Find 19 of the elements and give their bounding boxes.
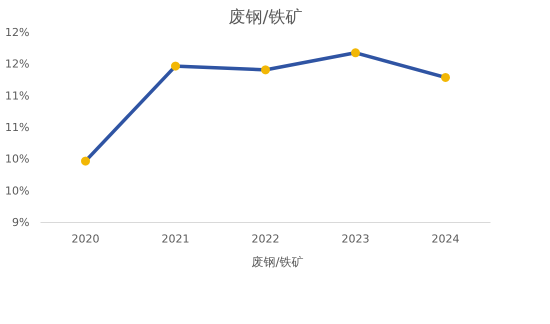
chart-title: 废钢/铁矿 <box>228 8 302 28</box>
y-tick-label: 12% <box>5 58 30 71</box>
y-tick-label: 9% <box>12 216 30 229</box>
point <box>351 48 360 58</box>
y-tick-label: 10% <box>5 152 30 166</box>
x-tick-label: 2024 <box>432 232 460 246</box>
point <box>171 62 180 71</box>
x-tick-label: 2021 <box>162 232 190 246</box>
y-tick-label: 12% <box>5 26 30 39</box>
y-tick-label: 11% <box>5 89 30 102</box>
point <box>441 72 450 82</box>
x-tick-label: 2023 <box>342 232 370 246</box>
x-tick-label: 2020 <box>72 232 100 246</box>
x-tick-label: 2022 <box>252 232 280 246</box>
y-tick-label: 10% <box>5 184 30 198</box>
point <box>81 156 90 166</box>
y-tick-label: 11% <box>5 121 30 134</box>
text: 废钢/铁矿 <box>251 254 304 270</box>
point <box>261 65 270 74</box>
